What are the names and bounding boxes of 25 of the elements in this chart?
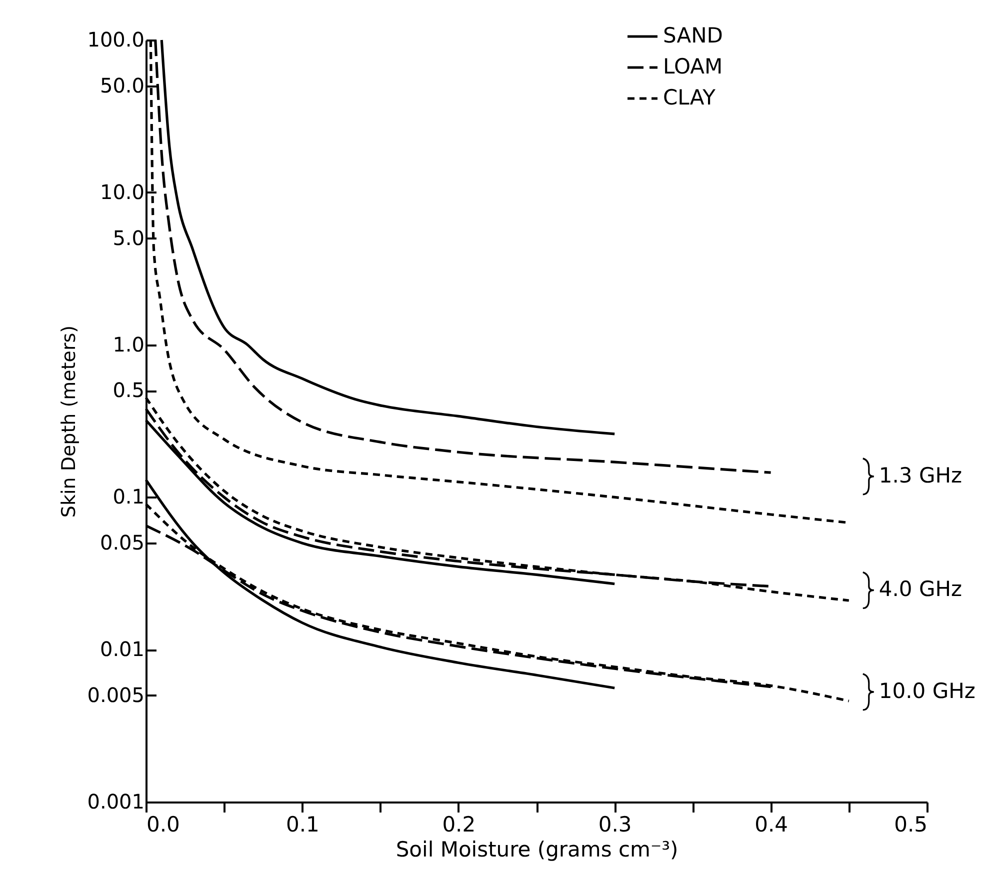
y-tick-label: 10.0 bbox=[100, 180, 144, 204]
annotation: 10.0 GHz bbox=[878, 678, 976, 703]
y-tick-label: 0.001 bbox=[87, 790, 144, 814]
y-tick-label: 100.0 bbox=[87, 28, 144, 52]
annotation: 1.3 GHz bbox=[878, 463, 962, 488]
x-tick-label: 0.2 bbox=[442, 812, 476, 836]
y-tick-label: 0.1 bbox=[112, 484, 144, 509]
x-tick-label: 0.4 bbox=[754, 812, 788, 836]
x-tick-label: 0.5 bbox=[894, 812, 928, 836]
x-tick-label: 0.3 bbox=[598, 812, 632, 836]
legend-label: CLAY bbox=[663, 86, 716, 110]
y-tick-label: 0.05 bbox=[100, 530, 144, 555]
y-tick-label: 0.01 bbox=[100, 637, 144, 662]
y-axis-title: Skin Depth (meters) bbox=[58, 325, 80, 518]
legend-label: SAND bbox=[663, 24, 723, 48]
x-tick-label: 0.0 bbox=[146, 812, 180, 836]
y-tick-label: 0.005 bbox=[87, 682, 144, 707]
x-axis-title: Soil Moisture (grams cm⁻³) bbox=[396, 838, 678, 862]
y-tick-label: 5.0 bbox=[112, 226, 144, 250]
legend-label: LOAM bbox=[663, 54, 723, 78]
y-tick-label: 1.0 bbox=[112, 332, 144, 356]
y-tick-label: 50.0 bbox=[100, 73, 144, 98]
y-tick-label: 0.5 bbox=[112, 378, 144, 402]
x-tick-label: 0.1 bbox=[286, 812, 320, 836]
annotation: 4.0 GHz bbox=[878, 577, 962, 602]
